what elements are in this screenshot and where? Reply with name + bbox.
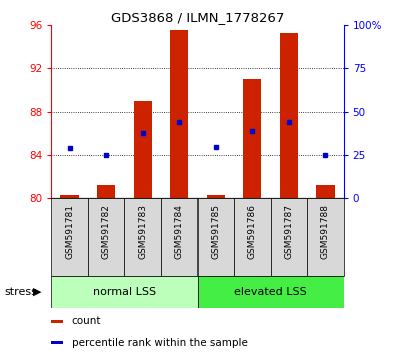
Text: GSM591788: GSM591788 bbox=[321, 205, 330, 259]
Text: GSM591782: GSM591782 bbox=[102, 205, 111, 259]
Bar bbox=[207, 195, 225, 198]
Bar bbox=[134, 101, 152, 198]
Title: GDS3868 / ILMN_1778267: GDS3868 / ILMN_1778267 bbox=[111, 11, 284, 24]
Bar bbox=[97, 185, 115, 198]
Text: GSM591787: GSM591787 bbox=[284, 205, 293, 259]
Bar bbox=[243, 79, 261, 198]
Bar bbox=[51, 320, 63, 323]
Text: count: count bbox=[72, 316, 101, 326]
Bar bbox=[170, 30, 188, 198]
Bar bbox=[51, 198, 88, 276]
Bar bbox=[161, 198, 198, 276]
Text: GSM591785: GSM591785 bbox=[211, 205, 220, 259]
Text: GSM591784: GSM591784 bbox=[175, 205, 184, 259]
Bar bbox=[198, 198, 234, 276]
Bar bbox=[307, 198, 344, 276]
Bar bbox=[51, 276, 198, 308]
Text: GSM591786: GSM591786 bbox=[248, 205, 257, 259]
Text: GSM591783: GSM591783 bbox=[138, 205, 147, 259]
Bar bbox=[280, 33, 298, 198]
Bar bbox=[60, 195, 79, 198]
Bar bbox=[51, 341, 63, 344]
Text: GSM591781: GSM591781 bbox=[65, 205, 74, 259]
Text: ▶: ▶ bbox=[33, 287, 42, 297]
Bar bbox=[234, 198, 271, 276]
Bar bbox=[271, 198, 307, 276]
Text: normal LSS: normal LSS bbox=[93, 287, 156, 297]
Text: percentile rank within the sample: percentile rank within the sample bbox=[72, 338, 248, 348]
Bar bbox=[316, 185, 335, 198]
Text: stress: stress bbox=[4, 287, 37, 297]
Bar bbox=[124, 198, 161, 276]
Text: elevated LSS: elevated LSS bbox=[234, 287, 307, 297]
Bar bbox=[198, 276, 344, 308]
Bar bbox=[88, 198, 124, 276]
